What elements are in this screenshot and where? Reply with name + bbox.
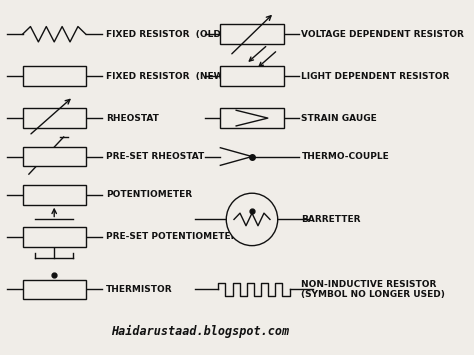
- Bar: [23, 185, 86, 205]
- Text: RHEOSTAT: RHEOSTAT: [106, 114, 158, 122]
- Text: BARRETTER: BARRETTER: [301, 215, 361, 224]
- Bar: [23, 66, 86, 86]
- Text: VOLTAGE DEPENDENT RESISTOR: VOLTAGE DEPENDENT RESISTOR: [301, 30, 465, 39]
- Ellipse shape: [226, 193, 278, 246]
- Bar: [220, 24, 283, 44]
- Bar: [23, 147, 86, 166]
- Text: PRE-SET RHEOSTAT: PRE-SET RHEOSTAT: [106, 152, 204, 161]
- Bar: [23, 108, 86, 128]
- Bar: [220, 66, 283, 86]
- Text: NON-INDUCTIVE RESISTOR
(SYMBOL NO LONGER USED): NON-INDUCTIVE RESISTOR (SYMBOL NO LONGER…: [301, 280, 445, 299]
- Text: THERMISTOR: THERMISTOR: [106, 285, 172, 294]
- Text: THERMO-COUPLE: THERMO-COUPLE: [301, 152, 389, 161]
- Text: POTENTIOMETER: POTENTIOMETER: [106, 191, 192, 200]
- Bar: [23, 227, 86, 247]
- Text: Haidarustaad.blogspot.com: Haidarustaad.blogspot.com: [111, 325, 290, 338]
- Bar: [220, 108, 283, 128]
- Bar: [23, 279, 86, 299]
- Text: LIGHT DEPENDENT RESISTOR: LIGHT DEPENDENT RESISTOR: [301, 72, 450, 81]
- Text: STRAIN GAUGE: STRAIN GAUGE: [301, 114, 377, 122]
- Text: PRE-SET POTENTIOMETER: PRE-SET POTENTIOMETER: [106, 233, 237, 241]
- Text: FIXED RESISTOR  (NEW SYMBOL): FIXED RESISTOR (NEW SYMBOL): [106, 72, 273, 81]
- Text: FIXED RESISTOR  (OLD SYMBOL): FIXED RESISTOR (OLD SYMBOL): [106, 30, 270, 39]
